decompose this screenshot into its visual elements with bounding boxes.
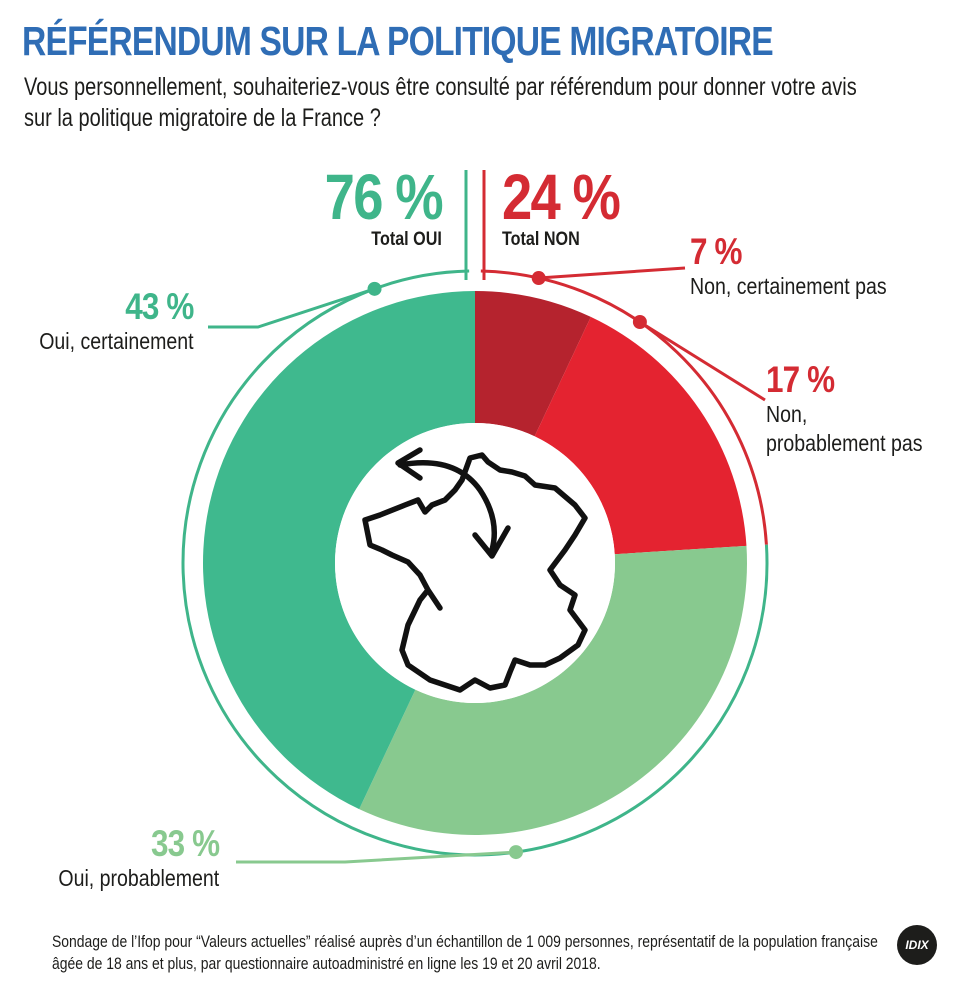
donut-slice-oui-certainement bbox=[202, 291, 476, 810]
leader-dot bbox=[508, 845, 523, 860]
total-non-value: 24 % bbox=[502, 161, 621, 233]
donut-slice-oui-probablement bbox=[359, 545, 747, 836]
total-oui-label: Total OUI bbox=[371, 229, 442, 250]
category-label: Oui, probablement bbox=[58, 865, 219, 891]
data-label: 43 % bbox=[125, 286, 195, 327]
slice-label-oui-probablement: 33 % Oui, probablement bbox=[30, 823, 220, 893]
donut-slice-non-probablement-pas bbox=[534, 316, 747, 555]
total-oui-value: 76 % bbox=[324, 161, 444, 233]
data-label: 7 % bbox=[690, 231, 743, 272]
leader-line bbox=[208, 287, 376, 329]
donut-hole bbox=[335, 423, 615, 703]
total-non: 24 % Total NON bbox=[502, 165, 640, 251]
chart-subtitle: Vous personnellement, souhaiteriez-vous … bbox=[24, 73, 857, 132]
source-note: Sondage de l’Ifop pour “Valeurs actuelle… bbox=[52, 932, 878, 973]
data-label: 17 % bbox=[766, 359, 835, 400]
leader-dot bbox=[632, 315, 647, 330]
donut-slice-non-certainement-pas bbox=[475, 291, 591, 437]
leader-dot bbox=[531, 271, 546, 286]
slice-label-non-probablement: 17 % Non, probablement pas bbox=[766, 360, 956, 458]
leader-line bbox=[639, 320, 766, 402]
chart-title: RÉFÉRENDUM SUR LA POLITIQUE MIGRATOIRE bbox=[22, 18, 774, 64]
france-map-with-arrow-icon bbox=[362, 447, 588, 693]
idix-logo: IDIX bbox=[897, 925, 937, 965]
leader-dot bbox=[367, 281, 382, 296]
data-label: 33 % bbox=[150, 823, 220, 864]
total-oui: 76 % Total OUI bbox=[304, 161, 444, 251]
slice-label-oui-certainement: 43 % Oui, certainement bbox=[12, 286, 195, 356]
leader-line bbox=[236, 850, 517, 864]
total-non-label: Total NON bbox=[502, 229, 580, 250]
category-label: Non, probablement pas bbox=[766, 401, 923, 456]
category-label: Non, certainement pas bbox=[690, 273, 887, 299]
leader-line bbox=[538, 266, 686, 280]
total-oui-ring bbox=[181, 269, 769, 857]
slice-label-non-certainement: 7 % Non, certainement pas bbox=[690, 232, 921, 301]
category-label: Oui, certainement bbox=[39, 328, 194, 354]
